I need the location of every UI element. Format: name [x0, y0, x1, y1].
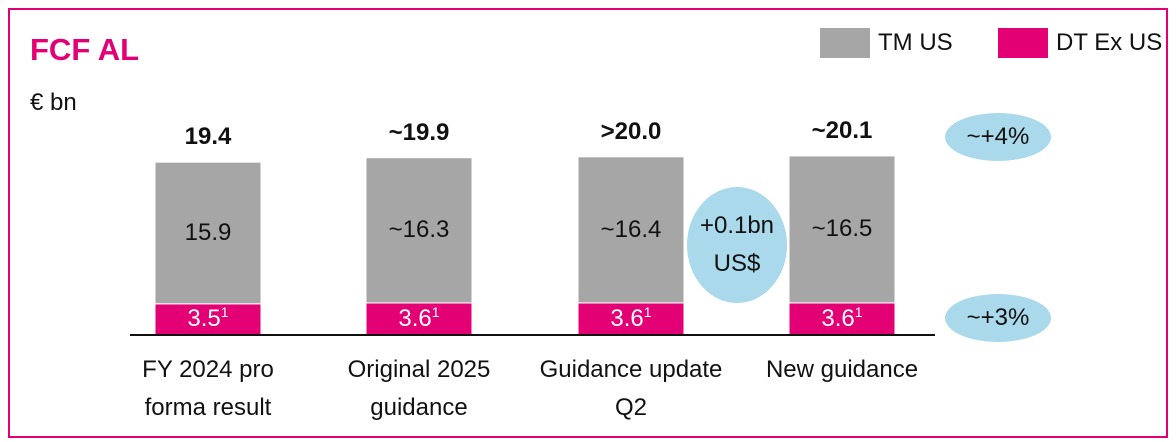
footnote-ref: 1 — [220, 304, 229, 321]
segment-label: 3.61 — [762, 300, 922, 338]
segment-label: ~16.3 — [339, 211, 499, 249]
segment-value: 3.5 — [187, 305, 221, 333]
total-label: ~19.9 — [388, 118, 450, 146]
bar-segment — [788, 155, 896, 304]
chart-title: FCF AL — [30, 32, 140, 67]
segment-label: ~16.5 — [762, 210, 922, 248]
total-label: ~20.1 — [811, 116, 873, 144]
segment-label: 3.61 — [551, 300, 711, 338]
segment-value: 3.6 — [398, 304, 432, 332]
annotation-label: ~+3% — [966, 304, 1030, 331]
segment-label: ~16.4 — [551, 211, 711, 249]
annotation-bubble — [945, 294, 1051, 342]
segment-value: 15.9 — [184, 218, 232, 246]
bar-segment — [154, 161, 262, 305]
total-label: >20.0 — [600, 117, 662, 145]
footnote-ref: 1 — [643, 303, 652, 320]
segment-value: ~16.3 — [388, 216, 450, 244]
bar-segment — [365, 157, 473, 304]
frame — [8, 8, 1168, 438]
category-label: Guidance update Q2 — [539, 356, 723, 421]
unit-label: € bn — [30, 89, 77, 116]
annotation-label: +0.1bn US$ — [699, 212, 775, 277]
category-label: FY 2024 pro forma result — [142, 356, 274, 421]
footnote-ref: 1 — [854, 303, 863, 320]
category-label: New guidance — [765, 356, 919, 383]
footnote-ref: 1 — [431, 303, 440, 320]
annotation-bubble — [945, 113, 1051, 161]
segment-value: 3.6 — [610, 304, 644, 332]
annotation-bubble — [687, 187, 787, 303]
bar-segment — [788, 302, 896, 336]
segment-label: 3.51 — [128, 300, 288, 338]
legend-label: TM US — [878, 29, 953, 56]
legend-label: DT Ex US — [1056, 29, 1163, 56]
legend-swatch — [998, 28, 1048, 58]
segment-value: ~16.5 — [811, 215, 873, 243]
segment-value: 3.6 — [821, 304, 855, 332]
segment-value: ~16.4 — [600, 215, 662, 243]
category-label: Original 2025 guidance — [347, 356, 491, 421]
total-label: 19.4 — [184, 123, 232, 151]
legend-swatch — [820, 28, 870, 58]
bar-segment — [577, 156, 685, 304]
annotation-label: ~+4% — [966, 123, 1030, 150]
segment-label: 15.9 — [128, 214, 288, 252]
segment-label: 3.61 — [339, 300, 499, 338]
